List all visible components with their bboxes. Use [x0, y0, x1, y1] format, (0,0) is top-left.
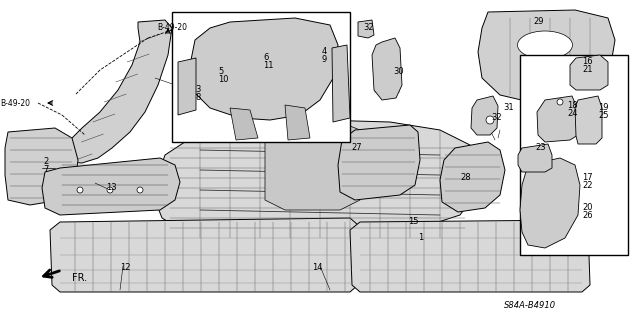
Text: B-49-20: B-49-20	[0, 99, 30, 108]
Text: 28: 28	[460, 173, 470, 182]
Polygon shape	[338, 125, 420, 200]
Text: 18: 18	[567, 100, 578, 109]
Polygon shape	[5, 128, 78, 205]
Ellipse shape	[524, 67, 572, 83]
Text: 24: 24	[567, 108, 577, 117]
Text: 20: 20	[582, 204, 593, 212]
Text: 5: 5	[218, 68, 223, 76]
Circle shape	[486, 116, 494, 124]
Polygon shape	[155, 120, 480, 240]
Text: 14: 14	[312, 263, 323, 273]
Polygon shape	[575, 96, 602, 144]
Circle shape	[557, 99, 563, 105]
Polygon shape	[440, 142, 505, 212]
Polygon shape	[478, 10, 615, 102]
Text: S84A-B4910: S84A-B4910	[504, 300, 556, 309]
Text: 27: 27	[351, 143, 362, 153]
Text: 16: 16	[582, 58, 593, 67]
Text: 12: 12	[120, 263, 131, 273]
Text: 4: 4	[322, 47, 327, 57]
Polygon shape	[537, 96, 578, 142]
Text: B-49-20: B-49-20	[157, 23, 187, 33]
Polygon shape	[358, 20, 374, 38]
Polygon shape	[285, 105, 310, 140]
Circle shape	[107, 187, 113, 193]
Text: 21: 21	[582, 66, 593, 75]
Circle shape	[77, 187, 83, 193]
Text: 30: 30	[393, 68, 404, 76]
Polygon shape	[350, 220, 590, 292]
Polygon shape	[332, 45, 350, 122]
Text: 32: 32	[491, 114, 502, 123]
Polygon shape	[471, 96, 498, 135]
Polygon shape	[520, 158, 580, 248]
Ellipse shape	[518, 31, 573, 59]
Polygon shape	[42, 158, 180, 215]
Bar	[172, 12, 350, 142]
Polygon shape	[518, 144, 552, 172]
Text: 23: 23	[535, 143, 546, 153]
Text: 10: 10	[218, 76, 228, 84]
Text: 8: 8	[195, 92, 200, 101]
Text: 13: 13	[106, 182, 116, 191]
Text: 15: 15	[408, 218, 419, 227]
Polygon shape	[65, 20, 172, 163]
Text: 3: 3	[195, 85, 200, 94]
Text: 6: 6	[263, 53, 268, 62]
Polygon shape	[178, 58, 196, 115]
Polygon shape	[372, 38, 402, 100]
Text: 26: 26	[582, 212, 593, 220]
Text: 1: 1	[418, 234, 423, 243]
Text: 32: 32	[363, 23, 374, 33]
Polygon shape	[265, 122, 360, 210]
Bar	[520, 55, 628, 255]
Text: 29: 29	[533, 18, 543, 27]
Circle shape	[137, 187, 143, 193]
Polygon shape	[230, 108, 258, 140]
Text: 11: 11	[263, 61, 273, 70]
Text: 31: 31	[503, 103, 514, 113]
Text: 2: 2	[43, 157, 48, 166]
Text: 7: 7	[43, 165, 49, 174]
Polygon shape	[570, 55, 608, 90]
Text: 22: 22	[582, 181, 593, 190]
Text: FR.: FR.	[72, 273, 87, 283]
Text: 25: 25	[598, 111, 609, 121]
Text: 9: 9	[322, 55, 327, 65]
Text: 19: 19	[598, 103, 609, 113]
Polygon shape	[190, 18, 338, 120]
Text: 17: 17	[582, 173, 593, 182]
Polygon shape	[50, 218, 358, 292]
